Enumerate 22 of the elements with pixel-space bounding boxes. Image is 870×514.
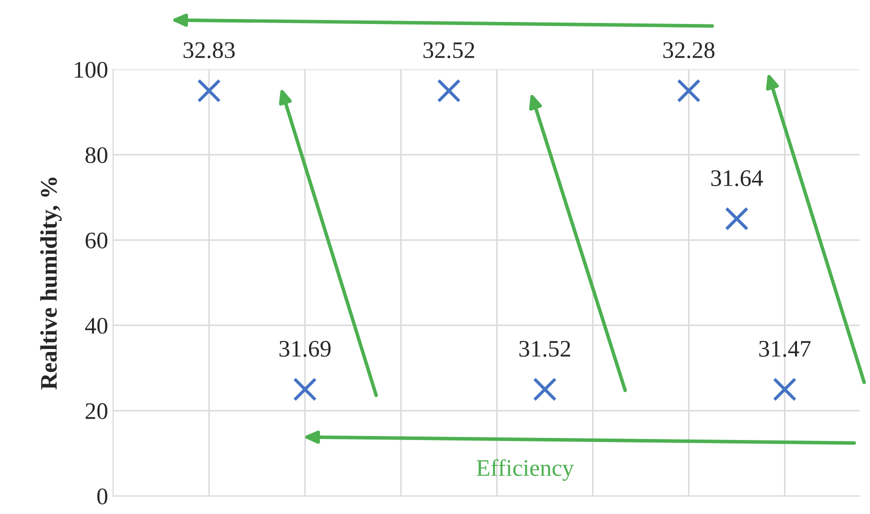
- annotation: 31.52: [519, 340, 570, 357]
- point: [437, 78, 461, 103]
- point: [293, 378, 317, 402]
- annotation: 31.64: [711, 170, 763, 186]
- annotation: 31.47: [759, 340, 811, 357]
- annotation: 32.52: [423, 42, 474, 58]
- annotation: 31.69: [280, 340, 331, 357]
- y-tick-label: 80: [86, 147, 108, 164]
- point: [197, 78, 221, 103]
- y-tick-label: 60: [86, 232, 108, 248]
- annotation: 32.83: [184, 42, 235, 58]
- y-tick-label: 40: [85, 318, 108, 334]
- annotation: Efficiency: [476, 459, 574, 481]
- annotation: 32.28: [663, 42, 714, 58]
- y-tick-label: 20: [86, 403, 108, 420]
- point: [724, 206, 749, 231]
- point: [772, 378, 797, 402]
- y-tick-label: 100: [74, 62, 108, 78]
- y-axis-title: Realtive humidity, %: [40, 178, 62, 390]
- point: [676, 78, 701, 103]
- y-tick-label: 0: [97, 488, 108, 504]
- point: [533, 378, 557, 402]
